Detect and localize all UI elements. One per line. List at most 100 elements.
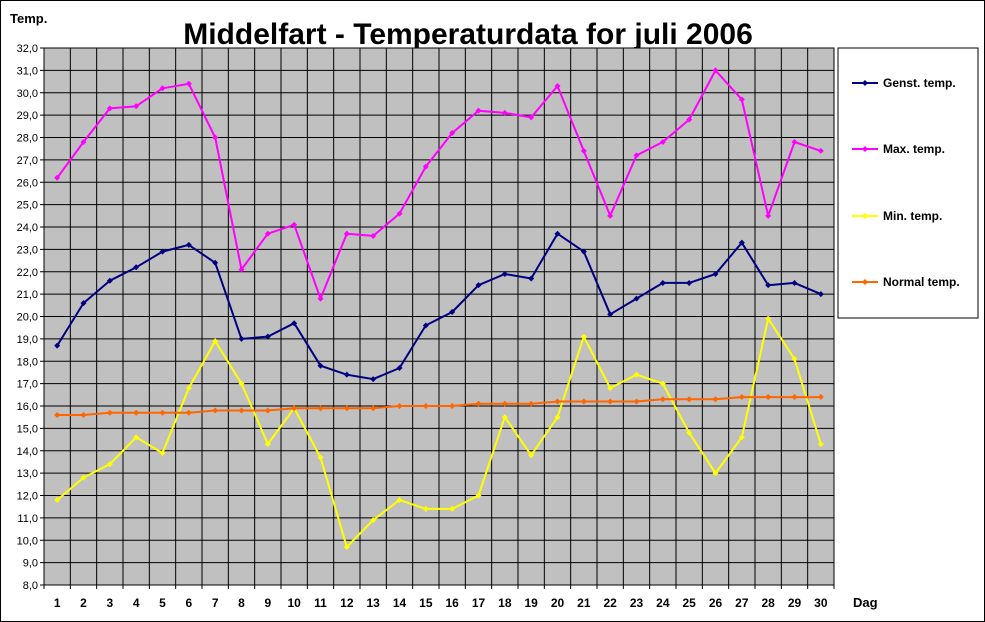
- data-point: [212, 134, 219, 141]
- data-point: [422, 403, 429, 409]
- data-point: [212, 338, 219, 345]
- data-point: [659, 138, 666, 145]
- data-point: [422, 163, 429, 170]
- x-tick-label: 5: [159, 596, 166, 610]
- series-1: [54, 230, 824, 383]
- series-4: [54, 394, 824, 418]
- y-axis-tick-labels: 8,0 9,0 10,0 11,0 12,0 13,0 14,0 15,0 16,0 17,0 18…: [17, 43, 44, 592]
- data-point: [54, 496, 61, 503]
- data-point: [133, 264, 140, 271]
- series-line: [57, 396, 821, 416]
- series-line: [56, 232, 822, 381]
- x-tick-label: 4: [133, 596, 140, 610]
- x-tick-label: 1: [54, 596, 61, 610]
- x-tick-label: 22: [603, 596, 617, 610]
- x-tick-label: 7: [212, 596, 219, 610]
- data-point: [633, 295, 640, 302]
- series-2: [54, 67, 824, 302]
- data-point: [264, 441, 271, 448]
- data-point: [449, 309, 456, 316]
- data-point: [396, 210, 403, 217]
- data-point: [238, 407, 245, 414]
- data-point: [554, 414, 561, 421]
- x-tick-label: 30: [814, 596, 828, 610]
- x-tick-label: 13: [366, 596, 380, 610]
- data-point: [291, 405, 298, 412]
- data-point: [554, 398, 561, 405]
- y-tick-label: 8,0: [23, 580, 38, 592]
- legend-item: Min. temp.: [852, 209, 942, 223]
- x-tick-label: 19: [524, 596, 538, 610]
- data-point: [501, 109, 508, 116]
- y-tick-label: 25,0: [17, 200, 38, 212]
- data-point: [712, 396, 719, 403]
- data-point: [659, 396, 666, 403]
- legend-label: Max. temp.: [883, 142, 945, 156]
- data-point: [238, 266, 245, 273]
- chart-title: Middelfart - Temperaturdata for juli 200…: [183, 18, 753, 51]
- data-point: [106, 461, 113, 468]
- y-tick-label: 11,0: [17, 513, 38, 525]
- data-point: [580, 147, 587, 154]
- x-tick-label: 26: [709, 596, 723, 610]
- y-tick-label: 19,0: [17, 334, 38, 346]
- series-3: [54, 315, 824, 550]
- data-point: [133, 103, 140, 110]
- y-tick-label: 20,0: [17, 312, 38, 324]
- data-point: [343, 405, 350, 412]
- data-point: [817, 147, 824, 154]
- legend-label: Normal temp.: [883, 275, 960, 289]
- data-point: [343, 371, 350, 378]
- y-tick-label: 12,0: [17, 491, 38, 503]
- x-tick-label: 15: [419, 596, 433, 610]
- data-point: [185, 80, 192, 87]
- data-point: [343, 543, 350, 550]
- data-point: [80, 474, 87, 481]
- data-point: [159, 85, 166, 92]
- data-point: [475, 400, 482, 407]
- x-tick-label: 10: [287, 596, 301, 610]
- data-point: [528, 452, 535, 459]
- data-point: [264, 230, 271, 237]
- data-point: [343, 230, 350, 237]
- data-point: [686, 279, 693, 286]
- data-point: [686, 116, 693, 123]
- data-point: [475, 492, 482, 499]
- data-point: [712, 67, 719, 74]
- data-point: [106, 409, 113, 416]
- legend-swatch-marker: [862, 146, 868, 152]
- x-tick-label: 16: [445, 596, 459, 610]
- data-point: [791, 138, 798, 145]
- data-point: [238, 380, 245, 387]
- y-tick-label: 24,0: [17, 222, 38, 234]
- y-tick-label: 26,0: [17, 177, 38, 189]
- data-point: [580, 333, 587, 340]
- y-tick-label: 30,0: [17, 88, 38, 100]
- data-point: [607, 398, 614, 405]
- y-tick-label: 16,0: [17, 401, 38, 413]
- data-point: [738, 434, 745, 441]
- data-point: [738, 239, 745, 246]
- x-tick-label: 8: [238, 596, 245, 610]
- legend-label: Min. temp.: [883, 209, 942, 223]
- y-tick-label: 28,0: [17, 133, 38, 145]
- data-point: [291, 320, 298, 327]
- data-point: [633, 152, 640, 159]
- y-tick-label: 23,0: [17, 244, 38, 256]
- data-point: [817, 394, 824, 401]
- y-tick-label: 29,0: [17, 110, 38, 122]
- x-tick-label: 23: [630, 596, 644, 610]
- x-axis-tick-labels: 1 2 3 4 5 6 7 8 9 10 11 12 13 14 15 16 17 18 19 20 21 22 23 24 2…: [43, 585, 835, 610]
- data-point: [264, 407, 271, 414]
- data-point: [475, 282, 482, 289]
- data-point: [106, 277, 113, 284]
- data-point: [528, 114, 535, 121]
- y-tick-label: 27,0: [17, 155, 38, 167]
- legend: Genst. temp. Max. temp. Min. temp. Normal t…: [837, 47, 979, 319]
- data-point: [317, 362, 324, 369]
- data-point: [370, 517, 377, 524]
- legend-item: Normal temp.: [852, 275, 960, 289]
- data-point: [607, 311, 614, 318]
- x-tick-label: 25: [682, 596, 696, 610]
